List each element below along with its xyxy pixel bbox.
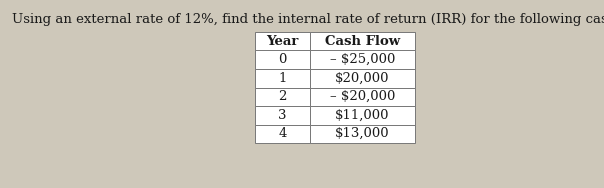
Bar [310,32,415,51]
Text: Year: Year [266,35,299,48]
Text: 0: 0 [278,53,287,66]
Text: 2: 2 [278,90,287,103]
Bar [255,32,310,51]
Bar [310,106,415,124]
Text: Cash Flow: Cash Flow [325,35,400,48]
Bar [310,69,415,87]
Text: 3: 3 [278,109,287,122]
Bar [310,51,415,69]
Bar [255,124,310,143]
Bar [255,51,310,69]
Bar [310,124,415,143]
Bar [255,87,310,106]
Text: $13,000: $13,000 [335,127,390,140]
Text: – $20,000: – $20,000 [330,90,395,103]
Bar [255,69,310,87]
Text: – $25,000: – $25,000 [330,53,395,66]
Text: $11,000: $11,000 [335,109,390,122]
Text: Using an external rate of 12%, find the internal rate of return (IRR) for the fo: Using an external rate of 12%, find the … [12,13,604,26]
Text: 4: 4 [278,127,287,140]
Text: 1: 1 [278,72,287,85]
Text: $20,000: $20,000 [335,72,390,85]
Bar [310,87,415,106]
Bar [255,106,310,124]
